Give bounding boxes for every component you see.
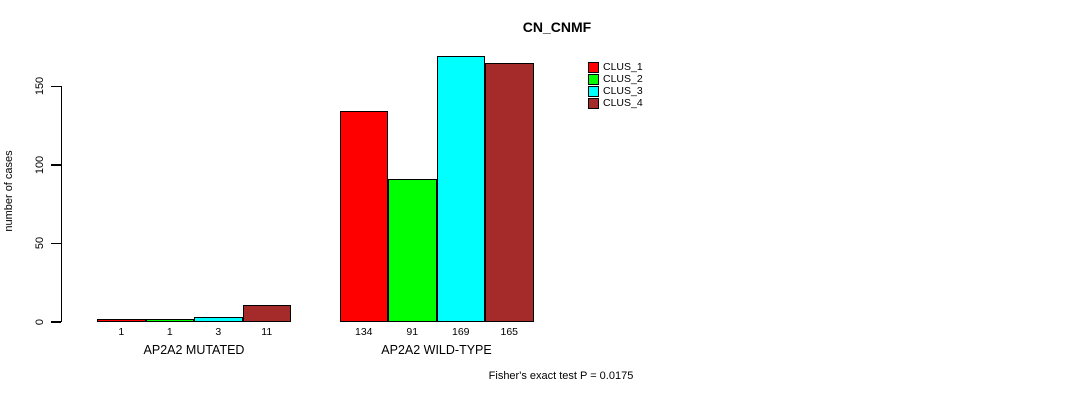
y-axis-tick — [50, 164, 61, 166]
y-axis-label: number of cases — [3, 150, 15, 232]
y-axis-tick-label: 50 — [34, 237, 46, 250]
bar-value-label: 165 — [500, 326, 519, 338]
fisher-test-annotation: Fisher's exact test P = 0.0175 — [488, 370, 634, 382]
legend-swatch-icon — [588, 85, 599, 97]
legend-label: CLUS_4 — [603, 96, 643, 109]
y-axis-tick-label: 100 — [34, 155, 46, 175]
legend-item: CLUS_3 — [588, 85, 643, 97]
legend-swatch-icon — [588, 61, 599, 73]
legend-swatch-icon — [588, 73, 599, 85]
legend-item: CLUS_4 — [588, 97, 643, 109]
bar-value-label: 91 — [406, 326, 419, 338]
y-axis-tick — [50, 321, 61, 323]
legend-label: CLUS_2 — [603, 72, 643, 85]
y-axis-tick-label: 150 — [34, 77, 46, 96]
bar-value-label: 134 — [354, 326, 373, 338]
bar-clus_3-group1 — [194, 317, 243, 322]
y-axis-tick — [50, 85, 61, 88]
bar-value-label: 3 — [215, 326, 222, 338]
y-axis-tick — [50, 242, 61, 245]
bar-value-label: 169 — [451, 326, 470, 338]
legend: CLUS_1 CLUS_2 CLUS_3 CLUS_4 — [588, 61, 643, 109]
bar-clus_1-group1 — [97, 319, 146, 322]
bar-value-label: 1 — [166, 326, 173, 338]
group-label: AP2A2 WILD-TYPE — [381, 343, 492, 357]
bar-clus_1-group2 — [339, 111, 388, 322]
y-axis-tick-label: 0 — [34, 318, 46, 326]
bar-value-label: 11 — [261, 326, 273, 338]
bar-clus_2-group2 — [388, 178, 437, 322]
legend-swatch-icon — [588, 97, 599, 109]
legend-item: CLUS_1 — [588, 61, 643, 73]
bar-value-label: 1 — [118, 326, 125, 338]
legend-label: CLUS_3 — [603, 84, 643, 97]
bar-clus_4-group2 — [485, 62, 534, 322]
chart-title: CN_CNMF — [522, 19, 592, 35]
bar-clus_4-group1 — [242, 304, 291, 322]
group-label: AP2A2 MUTATED — [143, 343, 245, 357]
legend-label: CLUS_1 — [603, 60, 643, 73]
y-axis-line — [60, 86, 62, 322]
legend-item: CLUS_2 — [588, 73, 643, 85]
bar-clus_3-group2 — [436, 56, 485, 322]
bar-clus_2-group1 — [145, 319, 194, 322]
